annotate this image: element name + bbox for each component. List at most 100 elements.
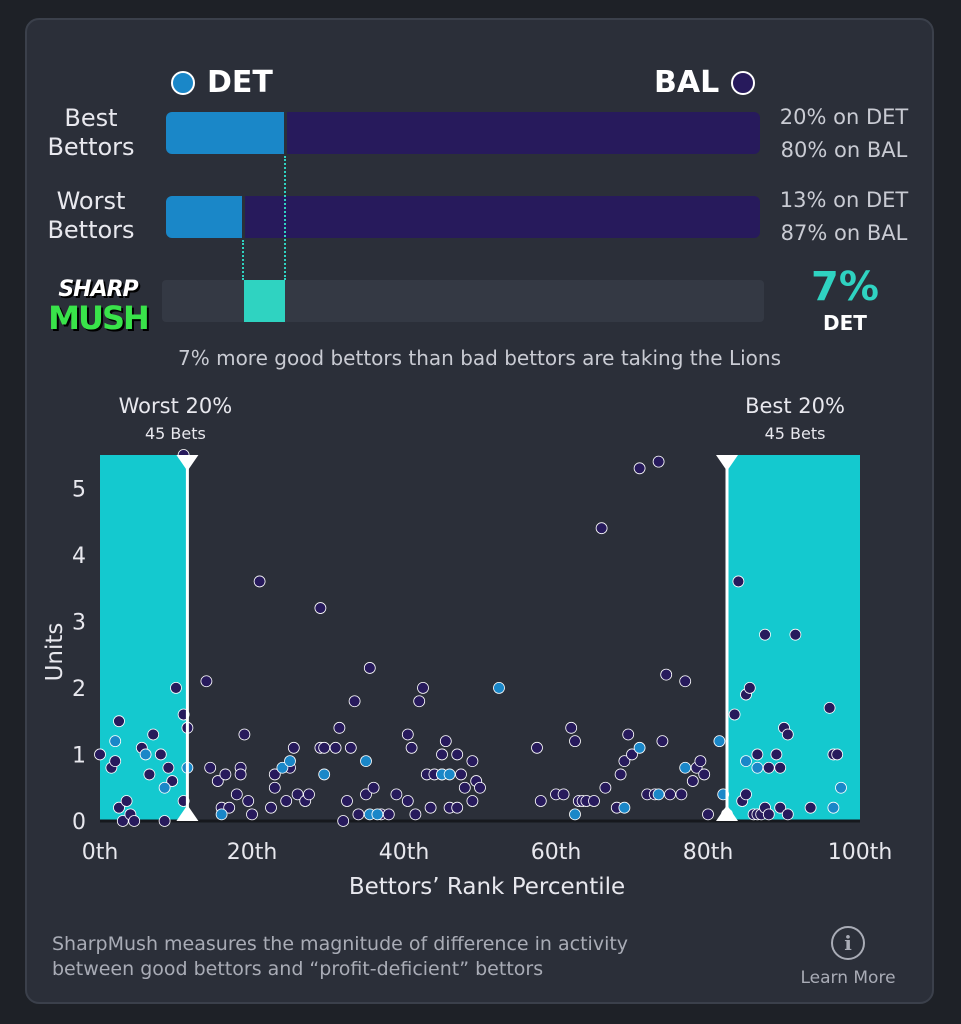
bal-point	[466, 755, 479, 768]
x-tick-label: 0th	[82, 840, 119, 865]
worst-region-subtitle: 45 Bets	[145, 424, 206, 443]
det-point	[139, 748, 152, 761]
bal-point	[128, 815, 141, 827]
x-tick-label: 100th	[828, 840, 893, 865]
learn-more-button[interactable]: i Learn More	[796, 926, 900, 988]
det-point	[740, 755, 752, 768]
worst-bettors-label: Worst Bettors	[21, 187, 161, 245]
worst-det-segment	[166, 196, 243, 238]
bal-point	[318, 741, 331, 754]
bal-point	[223, 801, 236, 814]
bal-point	[626, 748, 638, 761]
bal-point	[405, 741, 418, 754]
det-point	[827, 801, 840, 814]
bal-point	[451, 748, 464, 761]
bal-point	[774, 761, 787, 774]
worst-guide-line	[242, 240, 245, 280]
bal-point	[329, 741, 342, 754]
summary-text: 7% more good bettors than bad bettors ar…	[178, 346, 781, 370]
det-point	[835, 781, 847, 794]
bal-point	[770, 748, 783, 761]
bal-point	[170, 682, 182, 694]
bal-point	[314, 602, 327, 614]
bal-point	[436, 748, 448, 761]
left-team-label: DET	[207, 65, 273, 100]
best-bal-pct: 80% on BAL	[780, 138, 908, 162]
bal-point	[455, 768, 467, 781]
worst-bal-pct: 87% on BAL	[780, 221, 908, 245]
best-guide-line	[283, 156, 286, 280]
bal-point	[211, 775, 224, 787]
bal-point	[622, 728, 635, 741]
bal-point	[401, 795, 414, 807]
x-tick-label: 80th	[683, 840, 734, 865]
bal-point	[599, 781, 612, 794]
sharpmush-percent: 7%	[811, 264, 879, 310]
bal-point	[162, 761, 175, 774]
bal-point	[804, 801, 817, 814]
bal-point	[113, 715, 125, 728]
bal-point	[109, 755, 122, 768]
x-tick-label: 20th	[227, 840, 278, 865]
bal-point	[774, 801, 787, 814]
footer-line2: between good bettors and “profit-deficie…	[52, 958, 544, 980]
sharpmush-team: DET	[823, 311, 867, 335]
bal-point	[268, 781, 281, 794]
worst-bottom-triangle	[176, 805, 199, 821]
info-icon[interactable]: i	[831, 926, 865, 960]
bal-point	[743, 682, 756, 694]
best-label-line1: Best	[64, 104, 118, 132]
best-det-pct: 20% on DET	[779, 105, 909, 129]
bal-point	[253, 575, 266, 588]
bal-point	[409, 808, 422, 821]
bal-point	[679, 675, 692, 688]
bal-point	[200, 675, 213, 688]
logo-mush-text: MUSH	[48, 299, 150, 337]
bal-point	[280, 795, 293, 807]
bal-point	[417, 682, 429, 694]
bal-point	[728, 708, 741, 721]
bal-point	[265, 801, 277, 814]
bal-point	[618, 755, 631, 768]
worst-label-line1: Worst	[56, 187, 126, 215]
bal-point	[303, 788, 315, 801]
bal-point	[531, 741, 543, 754]
y-tick-label: 5	[72, 477, 86, 502]
bal-point	[698, 768, 711, 781]
bal-point	[94, 748, 106, 761]
det-point	[276, 761, 289, 774]
bal-point	[588, 795, 600, 807]
y-tick-label: 3	[72, 610, 86, 635]
best-bettors-bar	[166, 112, 760, 154]
worst-top-triangle	[176, 455, 199, 471]
bal-point	[702, 808, 714, 821]
y-tick-label: 1	[72, 743, 86, 768]
worst-label-line2: Bettors	[47, 216, 135, 244]
det-point	[633, 741, 646, 754]
bal-point	[740, 788, 752, 801]
bal-point	[458, 781, 471, 794]
det-color-dot	[171, 71, 195, 95]
footer-description: SharpMush measures the magnitude of diff…	[52, 932, 628, 982]
y-axis-label: Units	[42, 623, 68, 682]
bal-point	[333, 721, 346, 734]
logo-sharp-text: SHARP	[58, 277, 138, 302]
best-bettors-label: Best Bettors	[21, 104, 161, 162]
det-point	[713, 735, 726, 748]
bal-point	[120, 795, 133, 807]
det-point	[751, 761, 764, 774]
bal-point	[363, 662, 376, 674]
bal-point	[664, 788, 676, 801]
best-label-line2: Bettors	[47, 133, 135, 161]
bal-point	[466, 795, 479, 807]
best-bottom-triangle	[716, 805, 738, 821]
learn-more-label[interactable]: Learn More	[800, 968, 896, 988]
best-region-title: Best 20%	[745, 394, 845, 418]
bal-point	[341, 795, 353, 807]
det-point	[215, 808, 228, 821]
right-team-label: BAL	[654, 65, 720, 100]
bal-point	[158, 815, 171, 827]
bal-point	[413, 695, 426, 708]
bal-point	[762, 808, 775, 821]
